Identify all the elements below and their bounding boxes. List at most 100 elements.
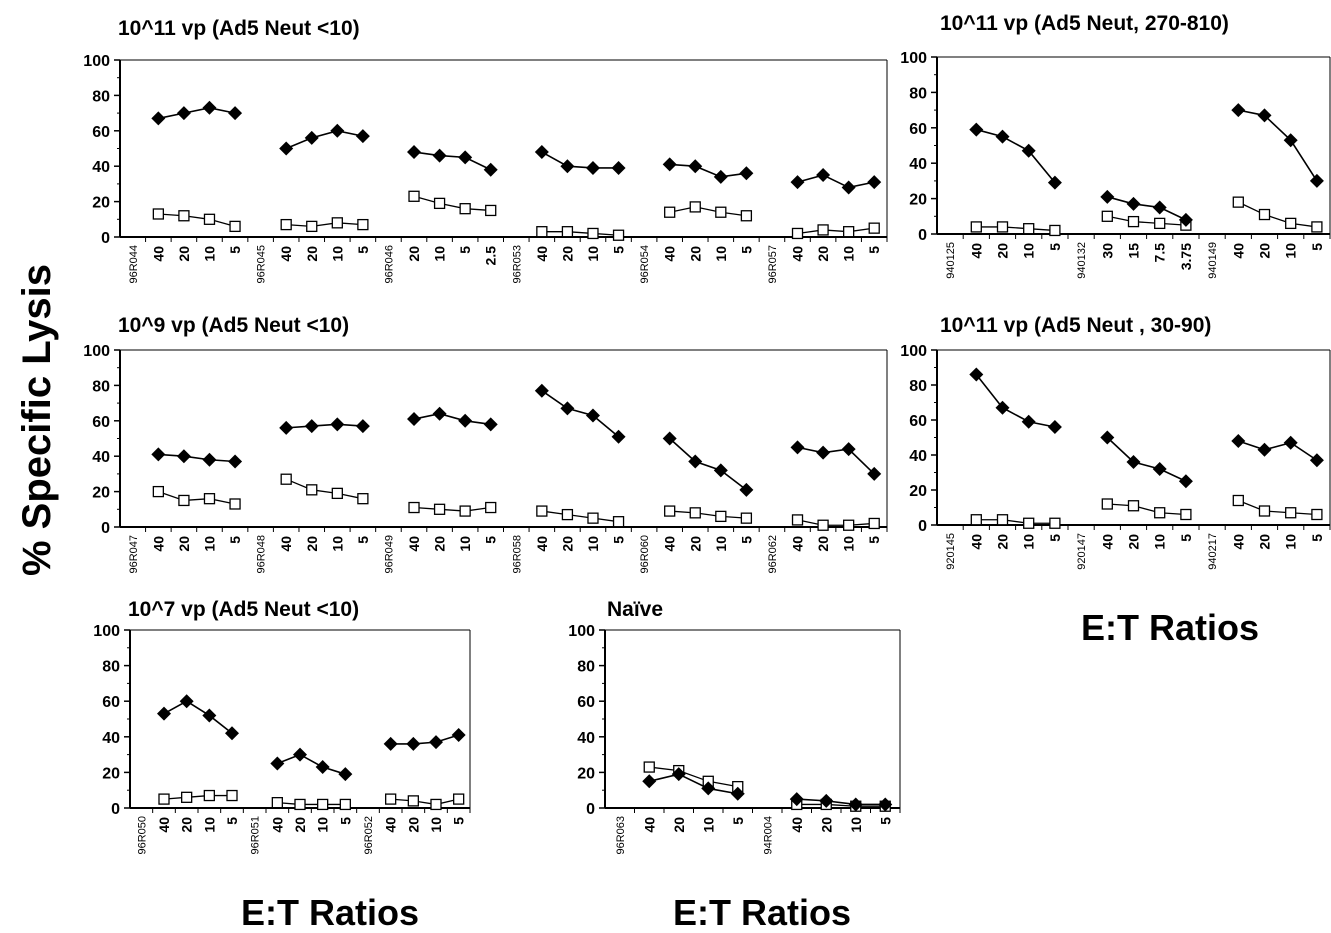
ratio-tick-label: 5	[738, 246, 754, 254]
ratio-tick-label: 40	[641, 817, 657, 833]
filled-diamond-marker	[355, 419, 370, 434]
filled-series-line	[163, 700, 233, 734]
filled-diamond-marker	[176, 106, 191, 121]
group-label: 96R054	[639, 245, 651, 284]
open-square-marker	[178, 210, 190, 222]
open-square-marker	[357, 218, 369, 231]
filled-diamond-marker	[995, 400, 1010, 415]
ratio-tick-label: 5	[227, 246, 243, 254]
filled-diamond-marker	[228, 106, 243, 121]
open-square-marker	[1101, 498, 1113, 510]
filled-diamond-marker	[270, 756, 285, 771]
ratio-tick-label: 20	[176, 536, 192, 552]
filled-series-line	[669, 437, 747, 491]
ratio-tick-label: 10	[315, 817, 331, 833]
open-series-line	[976, 519, 1055, 524]
group-96R057: 96R057 40 20 10 5	[767, 168, 888, 284]
filled-diamond-marker	[995, 129, 1010, 144]
ratio-tick-label: 40	[383, 817, 399, 833]
x-axis-label-bottom-middle: E:T Ratios	[673, 892, 851, 933]
open-square-marker	[1154, 217, 1166, 230]
group-96R051: 96R051 40 20 10 5	[250, 747, 358, 855]
filled-diamond-marker	[739, 482, 754, 497]
open-square-marker	[843, 226, 855, 238]
filled-diamond-marker	[1309, 453, 1324, 468]
open-series-line	[649, 766, 738, 788]
filled-diamond-marker	[1257, 442, 1272, 457]
filled-series-line	[976, 128, 1056, 184]
ratio-tick-label: 15	[1126, 243, 1142, 259]
ratio-tick-label: 5	[227, 536, 243, 544]
filled-diamond-marker	[739, 166, 754, 181]
filled-series-line	[1238, 109, 1318, 182]
x-axis-label-bottom-left: E:T Ratios	[241, 892, 419, 933]
open-series-line	[797, 227, 875, 235]
ratio-tick-label: 5	[457, 246, 473, 254]
ratio-tick-label: 40	[662, 246, 678, 262]
open-square-marker	[1049, 517, 1061, 529]
ratio-tick-label: 20	[671, 817, 687, 833]
ratio-tick-label: 20	[304, 246, 320, 262]
chart-panel-1: 10^11 vp (Ad5 Neut <10) 0 20 40 60 80 100 96R04…	[83, 17, 888, 284]
filled-diamond-marker	[867, 175, 882, 190]
ratio-tick-label: 10	[713, 536, 729, 552]
ratio-tick-label: 5	[866, 536, 882, 544]
open-series-line	[390, 798, 459, 806]
filled-diamond-marker	[1021, 143, 1036, 158]
open-square-marker	[587, 512, 599, 524]
filled-diamond-marker	[1152, 200, 1167, 215]
group-label: 96R047	[128, 535, 140, 574]
ratio-tick-label: 20	[405, 817, 421, 833]
ratio-tick-label: 5	[355, 246, 371, 254]
y-tick-label: 60	[577, 694, 595, 711]
filled-diamond-marker	[1047, 420, 1062, 434]
filled-diamond-marker	[355, 129, 370, 144]
filled-series-line	[1238, 440, 1318, 461]
open-square-marker	[1127, 500, 1140, 512]
y-tick-label: 40	[909, 448, 927, 465]
open-square-marker	[1023, 223, 1035, 235]
chart-title: 10^11 vp (Ad5 Neut <10)	[118, 17, 360, 40]
ratio-tick-label: 2.5	[483, 246, 499, 266]
group-label: 96R063	[615, 816, 627, 855]
filled-diamond-marker	[432, 406, 447, 421]
open-square-marker	[459, 203, 471, 215]
open-square-marker	[433, 197, 446, 210]
filled-diamond-marker	[458, 150, 473, 165]
open-series-line	[669, 510, 747, 519]
group-96R053: 96R053 40 20 10 5	[511, 145, 632, 284]
y-tick-label: 60	[909, 413, 927, 430]
group-label: 940132	[1076, 242, 1088, 279]
filled-series-line	[286, 423, 363, 429]
filled-series-line	[158, 453, 236, 463]
open-square-marker	[229, 498, 241, 510]
open-series-line	[797, 519, 875, 526]
y-tick-label: 0	[918, 227, 927, 244]
y-tick-label: 80	[92, 378, 110, 395]
open-square-marker	[226, 789, 238, 802]
filled-diamond-marker	[406, 736, 421, 751]
open-square-marker	[996, 221, 1009, 233]
chart-panel-5: 10^7 vp (Ad5 Neut <10) 0 20 40 60 80 100 96R050…	[93, 598, 471, 855]
group-96R044: 96R044 40 20 10 5	[128, 100, 249, 284]
ratio-tick-label: 10	[841, 536, 857, 552]
ratio-tick-label: 5	[866, 246, 882, 254]
ratio-tick-label: 10	[201, 246, 217, 262]
group-920147: 920147 40 20 10 5	[1076, 430, 1200, 570]
filled-series-line	[796, 798, 886, 806]
ratio-tick-label: 20	[559, 536, 575, 552]
open-square-marker	[433, 503, 446, 515]
open-square-marker	[203, 213, 216, 225]
open-square-marker	[740, 210, 753, 222]
group-940149: 940149 40 20 10 5	[1207, 103, 1331, 279]
filled-series-line	[1106, 436, 1187, 482]
group-96R049: 96R049 40 20 10 5	[383, 406, 504, 574]
y-tick-label: 100	[83, 53, 110, 70]
y-tick-label: 20	[909, 192, 927, 209]
open-series-line	[277, 802, 346, 806]
filled-diamond-marker	[789, 792, 804, 807]
chart-panel-3: 10^9 vp (Ad5 Neut <10) 0 20 40 60 80 100 96R047…	[83, 314, 888, 574]
filled-diamond-marker	[534, 145, 549, 160]
open-square-marker	[561, 508, 574, 521]
open-square-marker	[996, 514, 1009, 526]
